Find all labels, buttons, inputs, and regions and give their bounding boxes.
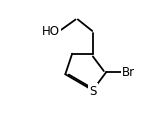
Text: HO: HO <box>42 25 60 38</box>
Text: S: S <box>89 84 96 97</box>
Text: Br: Br <box>122 66 135 79</box>
